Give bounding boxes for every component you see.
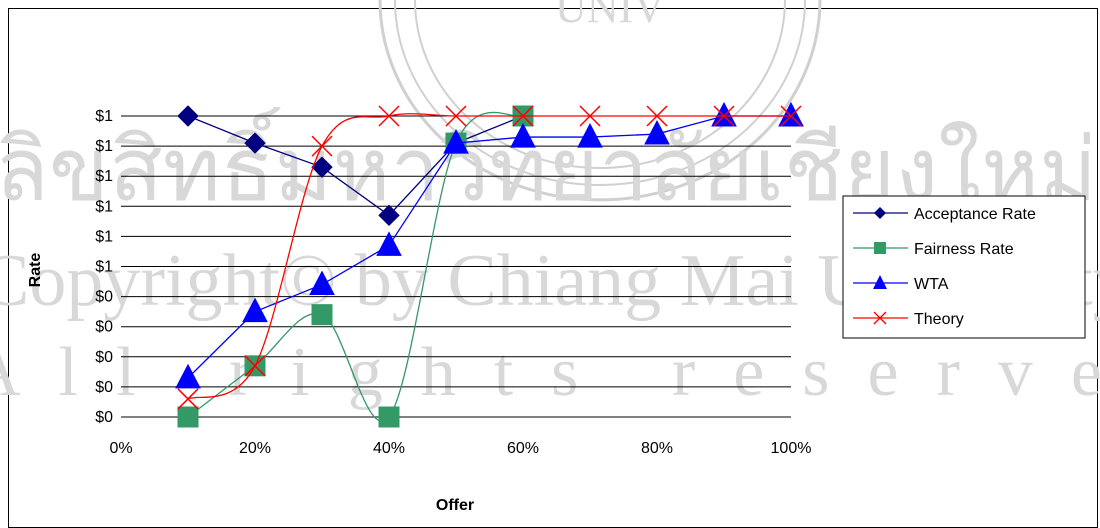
legend-label: Fairness Rate [914,241,1014,258]
gridlines [121,115,791,418]
x-marker-stroke [177,388,199,410]
series-group [175,101,804,428]
series-line-wta [187,115,791,379]
x-marker-stroke [713,105,735,127]
y-tick-label: $0 [95,289,113,306]
y-tick-label: $0 [95,349,113,366]
x-marker-stroke [311,135,333,157]
legend-marker-shape [874,207,886,219]
data-point-wta [711,101,737,127]
x-tick-label: 80% [641,440,673,457]
data-point-theory [713,105,735,127]
y-tick-label: $1 [95,108,113,125]
legend-marker [873,311,887,325]
series-theory [177,105,802,410]
x-marker-stroke [780,105,802,127]
y-axis-title: Rate [27,253,44,288]
y-tick-label: $1 [95,228,113,245]
legend-marker [874,207,886,219]
x-marker-stroke [244,355,266,377]
data-point-wta [443,129,469,154]
legend-label: Acceptance Rate [914,206,1036,223]
y-tick-label: $1 [95,198,113,215]
x-marker-stroke [646,105,668,127]
x-axis-title: Offer [436,497,474,514]
data-point-acceptance-rate [378,204,400,227]
data-point-theory [311,135,333,157]
y-tick-label: $1 [95,138,113,155]
data-point-wta [778,101,804,127]
legend-label: WTA [914,276,949,293]
legend-marker-shape [874,242,886,254]
y-tick-label: $0 [95,409,113,426]
legend: Acceptance Rate Fairness Rate WTA Theory [842,195,1086,339]
x-axis-ticks: 0% 20% 40% 60% 80% 100% [109,440,811,457]
data-point-acceptance-rate [177,105,199,127]
y-axis-ticks: $0 $0 $0 $0 $0 $1 $1 $1 $1 $1 $1 [95,108,113,426]
data-point-acceptance-rate [311,156,333,178]
y-tick-label: $1 [95,168,113,185]
series-wta [175,101,804,389]
series-acceptance-rate [177,105,534,227]
watermark-line-rights: All rights reserved [0,334,1100,411]
data-point-fairness-rate [311,304,333,326]
data-point-wta [577,122,603,148]
data-point-wta [510,122,536,148]
y-tick-label: $0 [95,319,113,336]
legend-label: Theory [914,311,964,328]
data-point-wta [309,270,335,296]
legend-marker [873,275,887,289]
data-point-theory [177,388,199,410]
data-point-acceptance-rate [244,132,266,154]
data-point-wta [376,231,402,256]
data-point-theory [579,105,601,127]
data-point-wta [175,363,201,389]
data-point-theory [512,105,534,127]
watermark-seal [378,0,822,202]
series-line-theory [187,113,791,400]
data-point-theory [244,355,266,377]
watermark-seal-text: UNIV [555,0,665,32]
legend-marker-shape [873,275,887,289]
x-tick-label: 60% [507,440,539,457]
data-point-theory [780,105,802,127]
x-marker-stroke [512,105,534,127]
x-tick-label: 100% [771,440,812,457]
data-point-theory [445,105,467,127]
data-point-wta [242,297,268,323]
data-point-fairness-rate [378,406,400,428]
data-point-wta [644,119,670,145]
legend-marker [874,242,886,254]
x-tick-label: 0% [109,440,132,457]
x-marker-stroke [445,105,467,127]
series-line-acceptance-rate [187,115,524,217]
y-tick-label: $0 [95,379,113,396]
legend-marker-shape [873,311,887,325]
data-point-theory [646,105,668,127]
x-marker-stroke [579,105,601,127]
x-tick-label: 20% [239,440,271,457]
data-point-theory [378,105,400,127]
x-marker-stroke [378,105,400,127]
y-tick-label: $1 [95,259,113,276]
data-point-fairness-rate [177,406,199,428]
x-tick-label: 40% [373,440,405,457]
